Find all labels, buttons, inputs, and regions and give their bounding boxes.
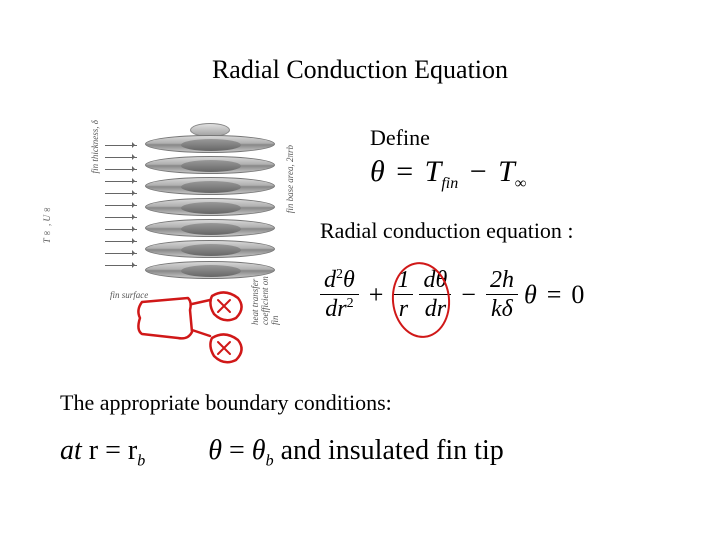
arrow-icon	[105, 253, 137, 254]
fin-disc	[145, 198, 275, 216]
arrow-icon	[105, 241, 137, 242]
bc-r: r	[89, 435, 98, 466]
eq-T: T	[425, 155, 442, 188]
bc-and-tip: and insulated fin tip	[281, 435, 504, 466]
eq-minus: −	[466, 155, 491, 188]
ode-term1: d2θ dr2	[320, 268, 359, 321]
eq-sub-inf: ∞	[515, 175, 526, 192]
eq-theta: θ	[370, 155, 385, 188]
eq-equals: =	[392, 155, 417, 188]
ode-num: 2h	[486, 268, 518, 295]
eq-sub-fin: fin	[441, 175, 458, 192]
fin-stack	[145, 135, 275, 282]
arrow-icon	[105, 193, 137, 194]
fin-disc	[145, 177, 275, 195]
ode-plus: +	[365, 280, 388, 310]
ode-minus: −	[457, 280, 480, 310]
diagram-label-thickness: fin thickness, δ	[90, 120, 100, 173]
bc-at: at	[60, 435, 89, 466]
boundary-conditions-label: The appropriate boundary conditions:	[60, 390, 392, 416]
fin-disc	[145, 135, 275, 153]
ode-den: kδ	[487, 295, 517, 321]
equation-radial-ode: d2θ dr2 + 1 r dθ dr − 2h kδ θ = 0	[320, 268, 584, 321]
flow-arrows	[105, 145, 137, 277]
equation-boundary-conditions: at r = rb θ = θb and insulated fin tip	[60, 435, 504, 471]
fin-disc	[145, 219, 275, 237]
ode-theta: θ	[524, 280, 537, 310]
diagram-label-tinf: T∞ , U∞	[42, 205, 52, 243]
radial-equation-label: Radial conduction equation :	[320, 218, 574, 244]
bc-eq1: =	[105, 435, 128, 466]
bc-eq2: =	[229, 435, 252, 466]
equation-theta-definition: θ = Tfin − T∞	[370, 155, 526, 193]
arrow-icon	[105, 229, 137, 230]
fin-disc	[145, 240, 275, 258]
ode-zero: 0	[571, 280, 584, 310]
arrow-icon	[105, 205, 137, 206]
hand-sketch-annotation	[130, 290, 280, 375]
arrow-icon	[105, 145, 137, 146]
define-label: Define	[370, 125, 430, 151]
bc-thetab-sub: b	[266, 453, 274, 470]
bc-rb-sub: b	[137, 453, 145, 470]
arrow-icon	[105, 265, 137, 266]
bc-rb: r	[128, 435, 137, 466]
arrow-icon	[105, 157, 137, 158]
eq-T2: T	[498, 155, 515, 188]
arrow-icon	[105, 181, 137, 182]
bc-thetab: θ	[252, 435, 266, 466]
ode-term3: 2h kδ	[486, 268, 518, 321]
fin-disc	[145, 156, 275, 174]
arrow-icon	[105, 217, 137, 218]
bc-theta: θ	[208, 435, 222, 466]
ode-eq: =	[543, 280, 566, 310]
diagram-label-basearea: fin base area, 2πrb	[285, 145, 295, 213]
arrow-icon	[105, 169, 137, 170]
slide-title: Radial Conduction Equation	[0, 55, 720, 85]
